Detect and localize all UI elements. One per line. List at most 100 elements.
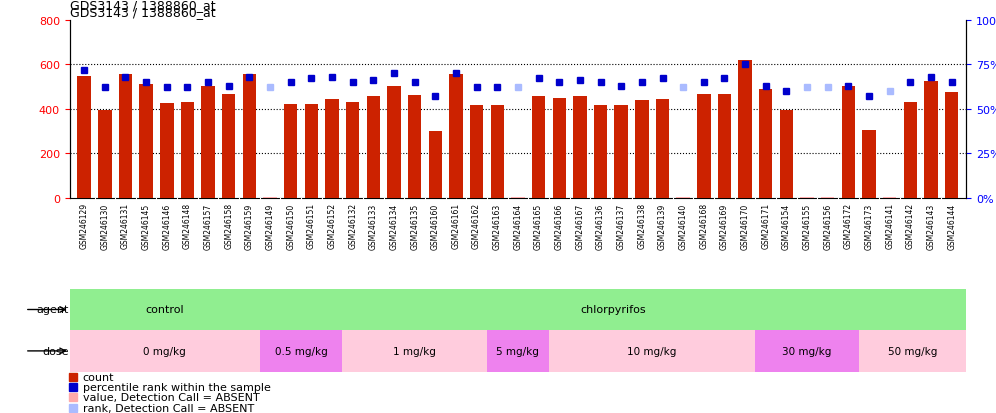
- Text: GSM246169: GSM246169: [720, 203, 729, 249]
- Text: GSM246136: GSM246136: [596, 203, 605, 249]
- Bar: [553, 98, 566, 198]
- Text: percentile rank within the sample: percentile rank within the sample: [83, 382, 271, 392]
- Text: GSM246164: GSM246164: [513, 203, 523, 249]
- Bar: [863, 131, 875, 198]
- Text: GSM246161: GSM246161: [451, 203, 460, 249]
- Text: GSM246151: GSM246151: [307, 203, 316, 249]
- Text: GDS3143 / 1388860_at: GDS3143 / 1388860_at: [70, 0, 215, 12]
- Text: GSM246155: GSM246155: [803, 203, 812, 249]
- Text: GSM246143: GSM246143: [926, 203, 935, 249]
- Bar: [180, 103, 194, 198]
- Text: 50 mg/kg: 50 mg/kg: [887, 346, 937, 356]
- Bar: [549, 330, 755, 372]
- Bar: [78, 76, 91, 198]
- Text: GSM246137: GSM246137: [617, 203, 625, 249]
- Bar: [201, 87, 215, 198]
- Text: GSM246152: GSM246152: [328, 203, 337, 249]
- Text: GSM246172: GSM246172: [844, 203, 853, 249]
- Bar: [326, 100, 339, 198]
- Text: GSM246146: GSM246146: [162, 203, 171, 249]
- Bar: [160, 104, 173, 198]
- Bar: [511, 197, 525, 198]
- Text: 0 mg/kg: 0 mg/kg: [143, 346, 186, 356]
- Text: GSM246132: GSM246132: [349, 203, 358, 249]
- Bar: [842, 87, 856, 198]
- Bar: [755, 330, 859, 372]
- Text: 5 mg/kg: 5 mg/kg: [496, 346, 540, 356]
- Bar: [70, 289, 260, 330]
- Text: GSM246142: GSM246142: [905, 203, 915, 249]
- Text: GSM246170: GSM246170: [741, 203, 750, 249]
- Bar: [487, 330, 549, 372]
- Text: GSM246141: GSM246141: [885, 203, 894, 249]
- Text: GSM246144: GSM246144: [947, 203, 956, 249]
- Text: GSM246154: GSM246154: [782, 203, 791, 249]
- Bar: [924, 82, 937, 198]
- Text: GSM246165: GSM246165: [534, 203, 543, 249]
- Bar: [676, 197, 690, 198]
- Bar: [119, 75, 132, 198]
- Bar: [305, 105, 318, 198]
- Text: GSM246129: GSM246129: [80, 203, 89, 249]
- Text: GSM246133: GSM246133: [369, 203, 377, 249]
- Text: GSM246145: GSM246145: [141, 203, 150, 249]
- Text: GSM246134: GSM246134: [389, 203, 398, 249]
- Text: 30 mg/kg: 30 mg/kg: [783, 346, 832, 356]
- Text: value, Detection Call = ABSENT: value, Detection Call = ABSENT: [83, 392, 260, 403]
- Text: count: count: [83, 372, 115, 382]
- Text: GSM246171: GSM246171: [761, 203, 770, 249]
- Text: GSM246139: GSM246139: [658, 203, 667, 249]
- Bar: [260, 289, 966, 330]
- Bar: [780, 111, 793, 198]
- Bar: [70, 330, 260, 372]
- Bar: [697, 95, 710, 198]
- Bar: [635, 100, 648, 198]
- Bar: [470, 106, 483, 198]
- Text: GSM246158: GSM246158: [224, 203, 233, 249]
- Text: rank, Detection Call = ABSENT: rank, Detection Call = ABSENT: [83, 403, 254, 413]
- Bar: [243, 75, 256, 198]
- Bar: [859, 330, 966, 372]
- Bar: [260, 330, 343, 372]
- Text: GSM246166: GSM246166: [555, 203, 564, 249]
- Bar: [655, 100, 669, 198]
- Text: agent: agent: [36, 305, 69, 315]
- Bar: [263, 197, 277, 198]
- Text: GSM246173: GSM246173: [865, 203, 873, 249]
- Text: chlorpyrifos: chlorpyrifos: [580, 305, 645, 315]
- Bar: [284, 105, 298, 198]
- Bar: [738, 61, 752, 198]
- Text: GSM246131: GSM246131: [121, 203, 130, 249]
- Bar: [387, 87, 400, 198]
- Bar: [346, 103, 360, 198]
- Bar: [99, 111, 112, 198]
- Text: GSM246159: GSM246159: [245, 203, 254, 249]
- Text: GSM246167: GSM246167: [576, 203, 585, 249]
- Bar: [408, 96, 421, 198]
- Bar: [449, 75, 463, 198]
- Text: GSM246149: GSM246149: [266, 203, 275, 249]
- Bar: [821, 197, 835, 198]
- Bar: [491, 106, 504, 198]
- Bar: [903, 103, 917, 198]
- Bar: [718, 95, 731, 198]
- Text: GDS3143 / 1388860_at: GDS3143 / 1388860_at: [70, 6, 215, 19]
- Text: GSM246162: GSM246162: [472, 203, 481, 249]
- Text: GSM246168: GSM246168: [699, 203, 708, 249]
- Bar: [532, 97, 545, 198]
- Text: GSM246163: GSM246163: [493, 203, 502, 249]
- Text: GSM246156: GSM246156: [824, 203, 833, 249]
- Text: GSM246140: GSM246140: [678, 203, 687, 249]
- Bar: [883, 197, 896, 198]
- Text: GSM246138: GSM246138: [637, 203, 646, 249]
- Text: 0.5 mg/kg: 0.5 mg/kg: [275, 346, 328, 356]
- Bar: [945, 93, 958, 198]
- Text: GSM246160: GSM246160: [431, 203, 440, 249]
- Bar: [615, 106, 627, 198]
- Bar: [367, 97, 380, 198]
- Text: GSM246130: GSM246130: [101, 203, 110, 249]
- Bar: [428, 132, 442, 198]
- Text: GSM246150: GSM246150: [286, 203, 295, 249]
- Bar: [343, 330, 487, 372]
- Bar: [594, 106, 608, 198]
